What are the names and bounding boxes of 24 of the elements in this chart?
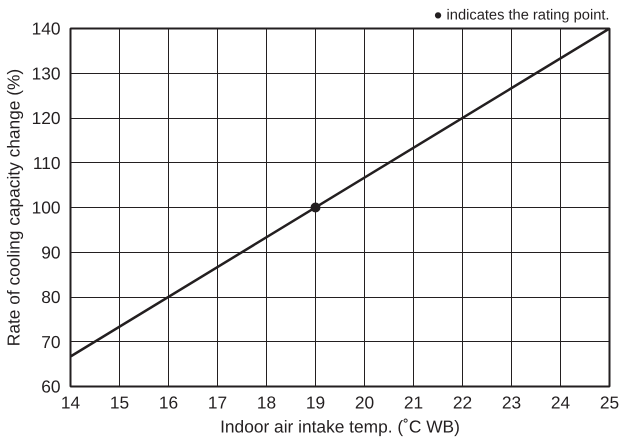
- x-tick-label: 20: [354, 392, 374, 412]
- x-tick-label: 24: [550, 392, 570, 412]
- x-tick-label: 23: [502, 392, 522, 412]
- x-tick-label: 15: [110, 392, 130, 412]
- x-tick-label: 18: [256, 392, 276, 412]
- y-tick-label: 140: [32, 18, 61, 38]
- x-tick-label: 19: [306, 392, 326, 412]
- y-tick-label: 130: [32, 63, 61, 84]
- x-tick-label: 17: [208, 392, 228, 412]
- y-tick-label: 60: [41, 376, 61, 396]
- text: ● indicates the rating point.: [434, 8, 610, 24]
- y-tick-label: 90: [41, 242, 61, 262]
- x-axis-title: Indoor air intake temp. (˚C WB): [220, 416, 460, 436]
- y-axis-title: Rate of cooling capacity change (%): [4, 68, 24, 346]
- x-tick-label: 22: [452, 392, 472, 412]
- y-tick-label: 120: [32, 108, 61, 128]
- y-tick-label: 110: [32, 152, 61, 173]
- x-tick-label: 21: [404, 392, 424, 412]
- x-tick-label: 16: [158, 392, 178, 412]
- x-tick-label: 25: [600, 392, 620, 412]
- y-tick-label: 80: [41, 287, 61, 307]
- y-tick-label: 100: [32, 198, 61, 218]
- x-tick-label: 14: [60, 392, 80, 412]
- y-tick-label: 70: [41, 332, 61, 352]
